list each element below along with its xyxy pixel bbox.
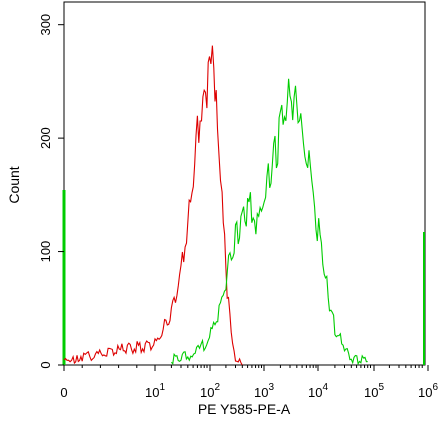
y-tick-label: 300	[38, 14, 53, 36]
x-axis-label: PE Y585-PE-A	[198, 401, 291, 417]
plot-frame	[63, 1, 426, 366]
series-layer	[63, 45, 368, 366]
x-tick-label: 0	[60, 385, 67, 400]
x-tick-label: 101	[145, 382, 165, 400]
y-tick-label: 100	[38, 241, 53, 263]
x-tick-label: 102	[200, 382, 220, 400]
x-tick-label: 104	[308, 382, 328, 400]
series-green-histogram	[170, 78, 368, 366]
series-red-histogram	[63, 45, 243, 366]
x-tick-label: 103	[254, 382, 274, 400]
y-tick-label: 0	[38, 361, 53, 368]
ticks-layer: 0 100 200 300 0 101 102 103 104 105 106	[38, 14, 438, 400]
y-axis-label: Count	[6, 166, 22, 203]
x-tick-label: 106	[418, 382, 438, 400]
y-tick-label: 200	[38, 127, 53, 149]
x-tick-label: 105	[364, 382, 384, 400]
